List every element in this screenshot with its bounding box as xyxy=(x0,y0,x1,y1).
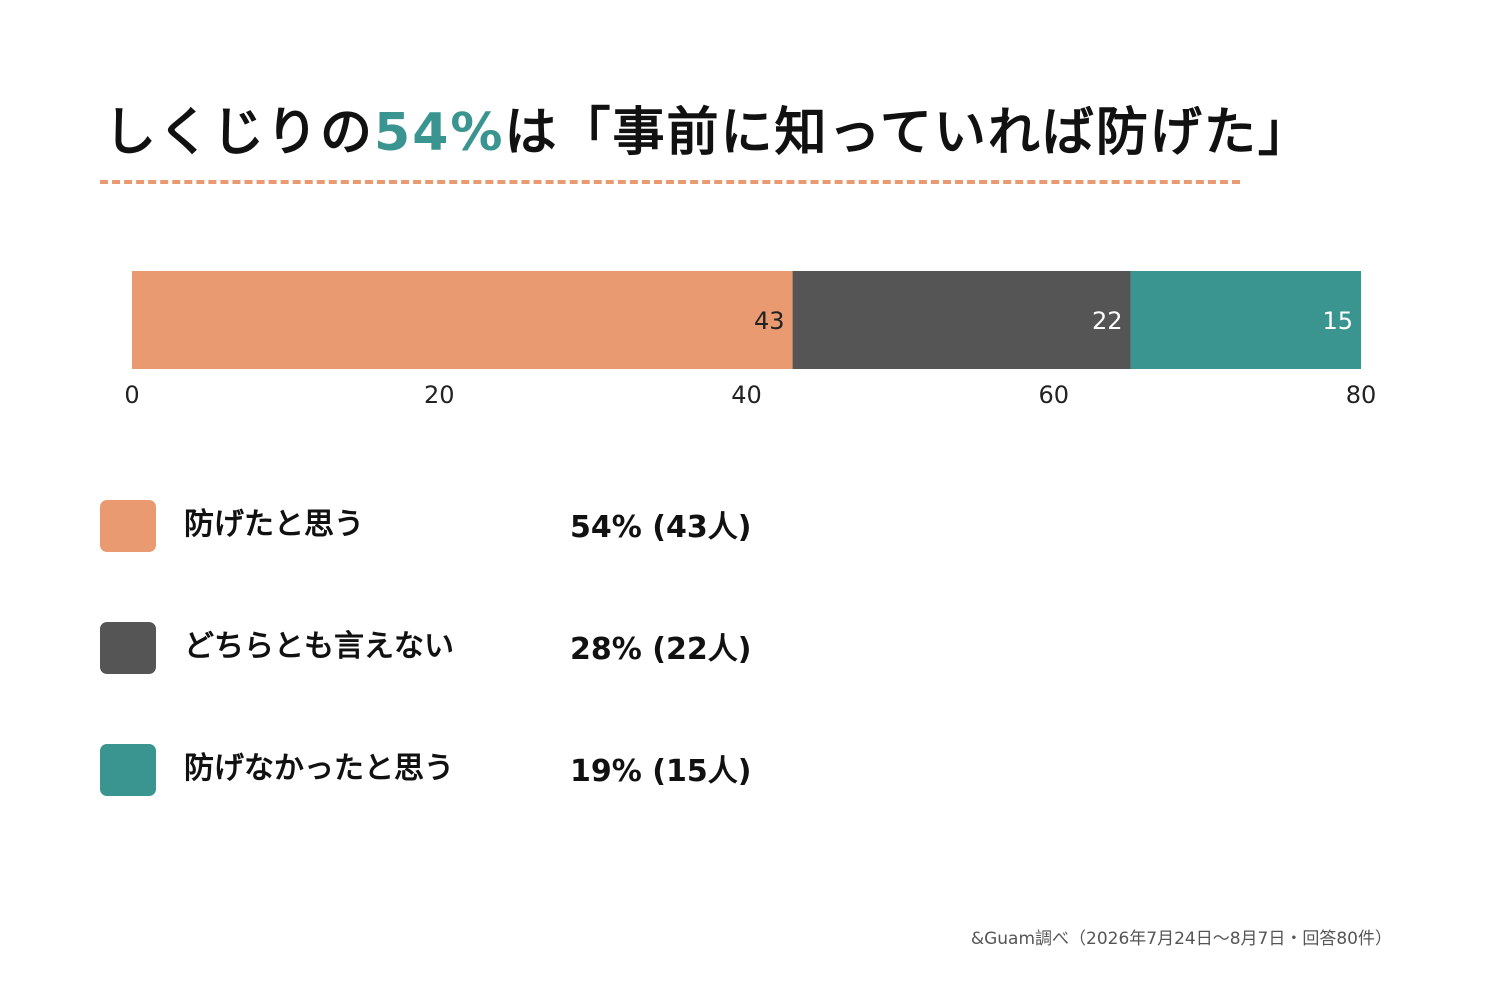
bar-segment-not-prevented xyxy=(1130,271,1361,369)
legend-label-prevented: 防げたと思う xyxy=(184,507,364,542)
stacked-bar-chart: 43 22 15 0 20 40 60 80 xyxy=(124,271,1376,409)
legend-value-not-prevented: 19% (15人) xyxy=(570,754,752,789)
source-note: &Guam調べ（2026年7月24日〜8月7日・回答80件） xyxy=(970,929,1392,949)
x-tick-label: 60 xyxy=(1038,381,1069,409)
title-suffix: は「事前に知っていれば防げた」 xyxy=(504,103,1312,163)
legend-swatch-not-prevented xyxy=(100,744,156,796)
chart-title: しくじりの54%は「事前に知っていれば防げた」 xyxy=(104,98,1312,168)
x-axis-ticks: 0 20 40 60 80 xyxy=(124,381,1376,409)
bar-segment-neutral xyxy=(792,271,1131,369)
bar-label-prevented: 43 xyxy=(754,307,785,335)
x-tick-label: 80 xyxy=(1346,381,1377,409)
x-tick-label: 20 xyxy=(424,381,455,409)
bar-segment-prevented xyxy=(132,271,793,369)
bar-data-labels: 43 22 15 xyxy=(754,307,1353,335)
bar-segments xyxy=(132,271,1361,369)
bar-label-neutral: 22 xyxy=(1092,307,1123,335)
title-divider xyxy=(100,180,1240,184)
legend-value-neutral: 28% (22人) xyxy=(570,632,752,667)
legend-value-prevented: 54% (43人) xyxy=(570,510,752,545)
bar-label-not-prevented: 15 xyxy=(1322,307,1353,335)
title-highlight: 54% xyxy=(374,103,505,163)
legend-label-neutral: どちらとも言えない xyxy=(184,629,454,664)
title-prefix: しくじりの xyxy=(104,103,375,163)
legend-swatch-neutral xyxy=(100,622,156,674)
legend-swatch-prevented xyxy=(100,500,156,552)
legend-label-not-prevented: 防げなかったと思う xyxy=(184,751,454,786)
x-tick-label: 40 xyxy=(731,381,762,409)
x-tick-label: 0 xyxy=(124,381,139,409)
